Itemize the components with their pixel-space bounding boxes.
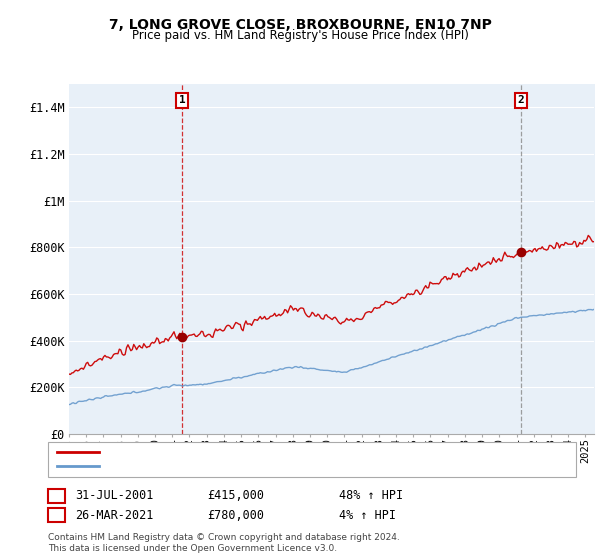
Text: £415,000: £415,000 [207,489,264,502]
Text: HPI: Average price, detached house, Broxbourne: HPI: Average price, detached house, Brox… [105,461,392,471]
Text: 31-JUL-2001: 31-JUL-2001 [75,489,154,502]
Text: 7, LONG GROVE CLOSE, BROXBOURNE, EN10 7NP (detached house): 7, LONG GROVE CLOSE, BROXBOURNE, EN10 7N… [105,447,467,457]
Text: Price paid vs. HM Land Registry's House Price Index (HPI): Price paid vs. HM Land Registry's House … [131,29,469,42]
Text: 2: 2 [517,95,524,105]
Text: 26-MAR-2021: 26-MAR-2021 [75,508,154,522]
Text: £780,000: £780,000 [207,508,264,522]
Text: 48% ↑ HPI: 48% ↑ HPI [339,489,403,502]
Text: 1: 1 [53,491,60,501]
Text: 7, LONG GROVE CLOSE, BROXBOURNE, EN10 7NP: 7, LONG GROVE CLOSE, BROXBOURNE, EN10 7N… [109,18,491,32]
Text: 4% ↑ HPI: 4% ↑ HPI [339,508,396,522]
Text: 1: 1 [179,95,185,105]
Text: 2: 2 [53,510,60,520]
Text: Contains HM Land Registry data © Crown copyright and database right 2024.
This d: Contains HM Land Registry data © Crown c… [48,533,400,553]
